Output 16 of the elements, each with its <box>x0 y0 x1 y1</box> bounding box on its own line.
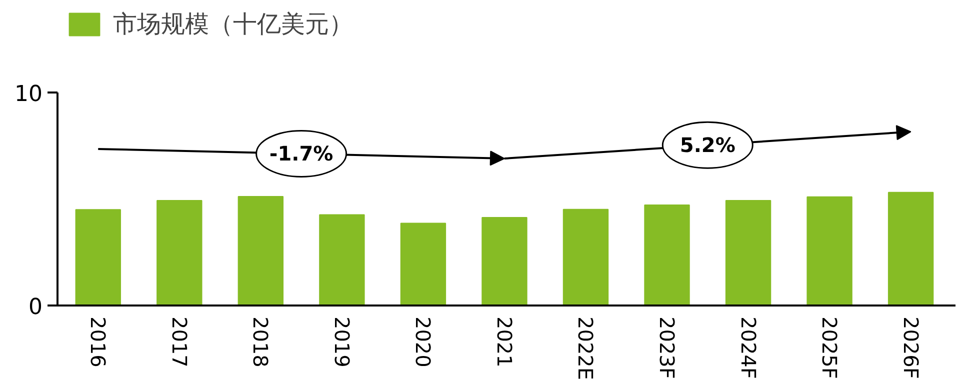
annotation: 5.2% <box>680 133 736 158</box>
y-tick-label: 10 <box>14 82 43 107</box>
x-tick-label: 2025F <box>818 316 842 379</box>
x-tick-label: 2024F <box>736 316 760 379</box>
x-tick-label: 2020 <box>411 316 436 368</box>
x-tick-label: 2021 <box>492 316 516 368</box>
annotation: -1.7% <box>269 142 334 166</box>
y-tick-label: 0 <box>28 295 43 320</box>
x-tick-label: 2016 <box>86 316 110 368</box>
x-tick-label: 2017 <box>167 316 192 368</box>
x-tick-label: 2022E <box>574 316 598 380</box>
x-tick-label: 2023F <box>655 316 679 379</box>
x-tick-label: 2018 <box>248 316 273 368</box>
x-tick-label: 2019 <box>330 316 354 368</box>
legend-label: 市场规模（十亿美元） <box>113 9 353 40</box>
x-tick-label: 2026F <box>898 316 923 379</box>
